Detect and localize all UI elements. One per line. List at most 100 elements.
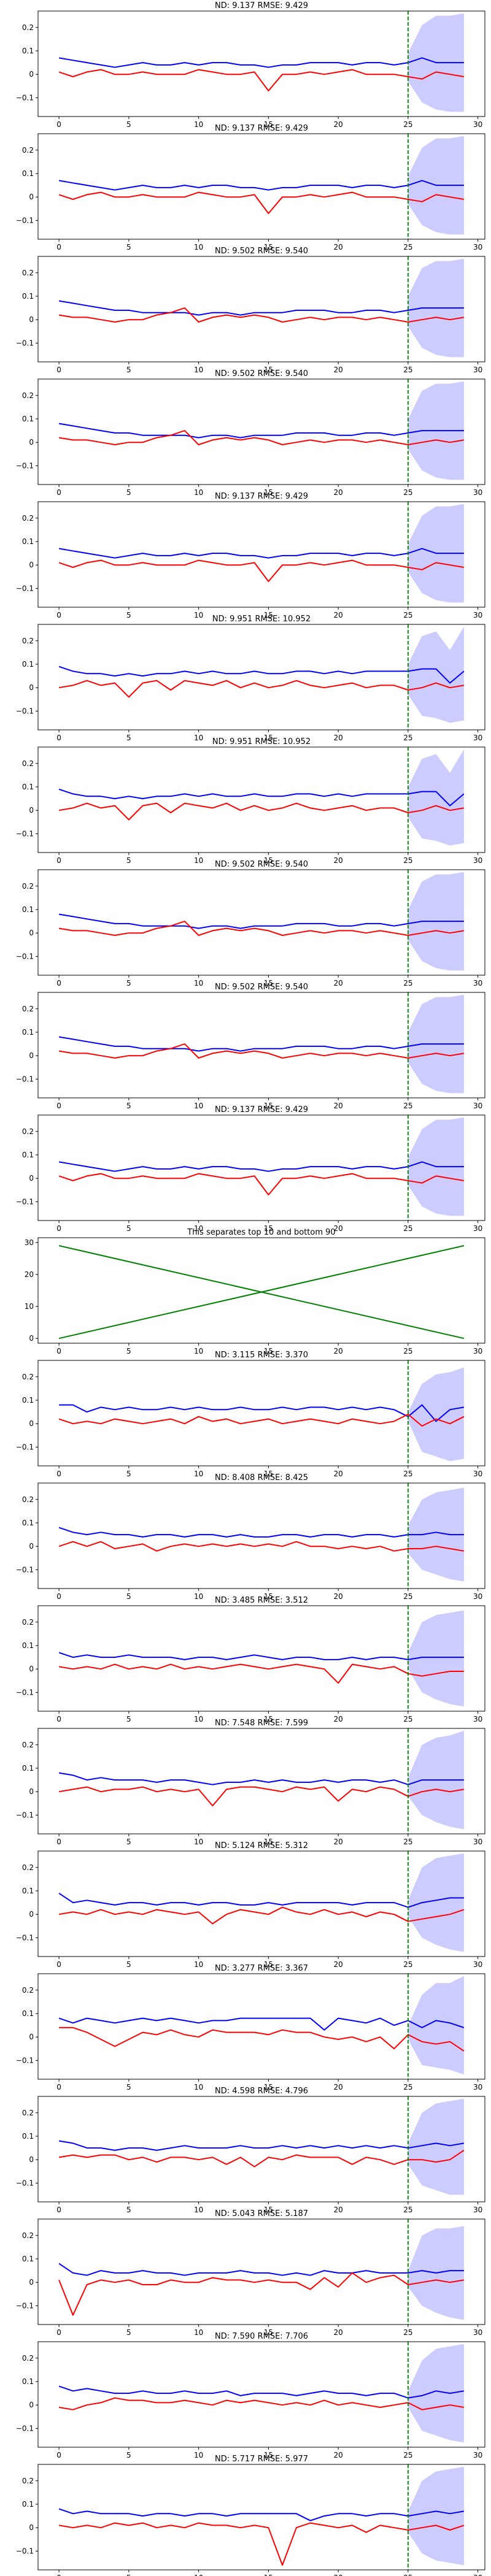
- plot-frame: [37, 624, 485, 730]
- x-tick-label: 0: [56, 1470, 61, 1478]
- x-tick-label: 5: [126, 1224, 131, 1233]
- plot-frame: [37, 501, 485, 608]
- chart-title: ND: 3.277 RMSE: 3.367: [215, 1964, 308, 1973]
- series-line-2: [58, 1173, 465, 1195]
- series-line-1: [58, 788, 465, 807]
- x-tick-label: 20: [333, 1224, 342, 1233]
- y-tick-label: 0.2: [22, 23, 34, 32]
- y-tick-label: 0.1: [22, 1641, 34, 1650]
- x-tick-label: 15: [264, 1347, 273, 1355]
- x-tick-label: 10: [194, 1592, 203, 1601]
- x-tick-label: 0: [56, 1592, 61, 1601]
- chart-title: ND: 7.590 RMSE: 7.706: [215, 2332, 308, 2341]
- x-tick-label: 15: [264, 2206, 273, 2214]
- chart-panel-5: ND: 9.137 RMSE: 9.429 0 5 10 15 20 25 30 −0.1 0 0.…: [16, 492, 485, 619]
- y-tick-label: 0.2: [22, 1373, 34, 1381]
- series-line-2: [58, 680, 465, 698]
- x-tick-label: 15: [264, 979, 273, 987]
- series-line-2: [58, 802, 465, 821]
- chart-panel-21: ND: 5.717 RMSE: 5.977 0 5 10 15 20 25 30 −0.1 0 0.…: [16, 2455, 485, 2576]
- x-tick-label: 5: [126, 979, 131, 987]
- y-tick-label: −0.1: [16, 216, 34, 224]
- x-tick-label: 5: [126, 2206, 131, 2214]
- chart-title: ND: 7.548 RMSE: 7.599: [215, 1719, 308, 1728]
- plot-frame: [37, 869, 485, 976]
- x-tick-label: 20: [333, 611, 342, 619]
- x-tick-label: 0: [56, 366, 61, 374]
- x-tick-label: 20: [333, 1470, 342, 1478]
- x-tick-label: 20: [333, 2574, 342, 2576]
- y-tick-label: 0: [29, 1542, 34, 1551]
- x-tick-label: 20: [333, 1715, 342, 1723]
- x-tick-label: 25: [403, 243, 412, 251]
- y-tick-label: 0.2: [22, 391, 34, 400]
- x-tick-label: 5: [126, 488, 131, 497]
- x-tick-label: 20: [333, 1592, 342, 1601]
- x-tick-label: 15: [264, 1715, 273, 1723]
- x-tick-label: 15: [264, 2328, 273, 2337]
- y-tick-label: 0.1: [22, 47, 34, 55]
- y-tick-label: −0.1: [16, 2424, 34, 2432]
- series-line-2: [58, 1043, 465, 1059]
- x-tick-label: 20: [333, 2451, 342, 2459]
- x-tick-label: 5: [126, 1470, 131, 1478]
- plot-frame: [37, 133, 485, 240]
- chart-panel-1: ND: 9.137 RMSE: 9.429 0 5 10 15 20 25 30 −0.1 0 0.…: [16, 1, 485, 129]
- x-tick-label: 10: [194, 1715, 203, 1723]
- x-tick-label: 20: [333, 120, 342, 129]
- x-tick-label: 0: [56, 2328, 61, 2337]
- plot-frame: [37, 1850, 485, 1957]
- x-tick-label: 10: [194, 1960, 203, 1969]
- x-tick-label: 25: [403, 2206, 412, 2214]
- chart-title: ND: 9.502 RMSE: 9.540: [215, 983, 308, 992]
- x-tick-label: 25: [403, 2574, 412, 2576]
- x-tick-label: 10: [194, 488, 203, 497]
- chart-panel-17: ND: 3.277 RMSE: 3.367 0 5 10 15 20 25 30 −0.1 0 0.…: [16, 1964, 485, 2091]
- series-line-2: [58, 1413, 465, 1427]
- x-tick-label: 5: [126, 611, 131, 619]
- y-tick-label: 0.2: [22, 1005, 34, 1013]
- y-tick-label: 0.2: [22, 1863, 34, 1872]
- y-tick-label: 0.1: [22, 783, 34, 791]
- y-tick-label: 0.2: [22, 637, 34, 645]
- y-tick-label: 0.2: [22, 1495, 34, 1504]
- x-tick-label: 25: [403, 120, 412, 129]
- chart-title: ND: 9.137 RMSE: 9.429: [215, 492, 308, 501]
- chart-panel-19: ND: 5.043 RMSE: 5.187 0 5 10 15 20 25 30 −0.1 0 0.…: [16, 2209, 485, 2337]
- x-tick-label: 25: [403, 366, 412, 374]
- x-tick-label: 25: [403, 856, 412, 865]
- chart-title: ND: 9.502 RMSE: 9.540: [215, 860, 308, 869]
- x-tick-label: 25: [403, 1347, 412, 1355]
- chart-title: ND: 5.043 RMSE: 5.187: [215, 2209, 308, 2218]
- x-tick-label: 10: [194, 243, 203, 251]
- x-tick-label: 25: [403, 1224, 412, 1233]
- y-tick-label: 0.2: [22, 2231, 34, 2240]
- y-tick-label: −0.1: [16, 461, 34, 470]
- x-tick-label: 10: [194, 2083, 203, 2091]
- x-tick-label: 15: [264, 611, 273, 619]
- chart-title: ND: 9.502 RMSE: 9.540: [215, 369, 308, 378]
- y-tick-label: 0.1: [22, 905, 34, 914]
- x-tick-label: 15: [264, 243, 273, 251]
- chart-panel-15: ND: 7.548 RMSE: 7.599 0 5 10 15 20 25 30 −0.1 0 0.…: [16, 1719, 485, 1846]
- x-tick-label: 5: [126, 120, 131, 129]
- series-line-2: [58, 1541, 465, 1552]
- plot-frame: [37, 1605, 485, 1712]
- plot-frame: [37, 746, 485, 853]
- chart-panel-2: ND: 9.137 RMSE: 9.429 0 5 10 15 20 25 30 −0.1 0 0.…: [16, 124, 485, 251]
- confidence-band: [408, 1487, 464, 1582]
- plot-frame: [37, 1237, 485, 1344]
- x-tick-label: 20: [333, 1838, 342, 1846]
- x-tick-label: 15: [264, 1102, 273, 1110]
- plot-frame: [37, 378, 485, 485]
- series-line-1: [58, 1161, 464, 1172]
- y-tick-label: 0: [29, 929, 34, 937]
- x-tick-label: 10: [194, 2206, 203, 2214]
- x-tick-label: 15: [264, 366, 273, 374]
- x-tick-label: 30: [473, 979, 482, 987]
- x-tick-label: 30: [473, 611, 482, 619]
- chart-title: ND: 3.485 RMSE: 3.512: [215, 1596, 308, 1605]
- y-tick-label: 30: [25, 1238, 34, 1247]
- y-tick-label: −0.1: [16, 1811, 34, 1819]
- x-tick-label: 15: [264, 2574, 273, 2576]
